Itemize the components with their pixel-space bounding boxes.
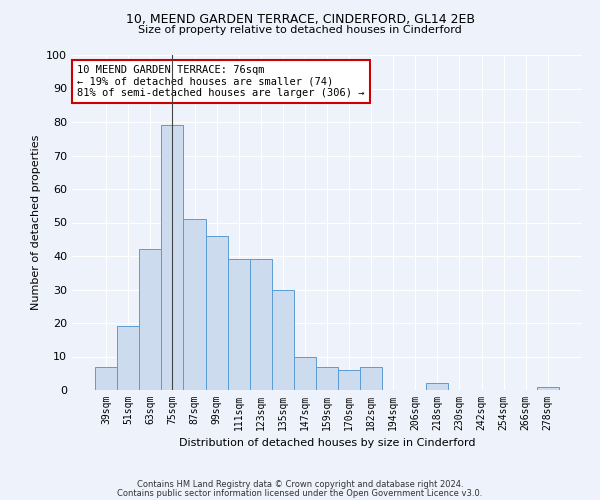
Text: Contains HM Land Registry data © Crown copyright and database right 2024.: Contains HM Land Registry data © Crown c… [137, 480, 463, 489]
Text: Contains public sector information licensed under the Open Government Licence v3: Contains public sector information licen… [118, 488, 482, 498]
Bar [294, 356, 316, 390]
Bar [206, 236, 227, 390]
Text: 10 MEEND GARDEN TERRACE: 76sqm
← 19% of detached houses are smaller (74)
81% of : 10 MEEND GARDEN TERRACE: 76sqm ← 19% of … [77, 65, 365, 98]
Bar [139, 250, 161, 390]
Bar [537, 386, 559, 390]
Bar [250, 260, 272, 390]
Bar [272, 290, 294, 390]
Text: Size of property relative to detached houses in Cinderford: Size of property relative to detached ho… [138, 25, 462, 35]
Bar [360, 366, 382, 390]
Bar [184, 219, 206, 390]
Text: 10, MEEND GARDEN TERRACE, CINDERFORD, GL14 2EB: 10, MEEND GARDEN TERRACE, CINDERFORD, GL… [125, 12, 475, 26]
Bar [161, 126, 184, 390]
Bar [338, 370, 360, 390]
Bar [316, 366, 338, 390]
Bar [427, 384, 448, 390]
X-axis label: Distribution of detached houses by size in Cinderford: Distribution of detached houses by size … [179, 438, 475, 448]
Bar [95, 366, 117, 390]
Bar [117, 326, 139, 390]
Y-axis label: Number of detached properties: Number of detached properties [31, 135, 41, 310]
Bar [227, 260, 250, 390]
